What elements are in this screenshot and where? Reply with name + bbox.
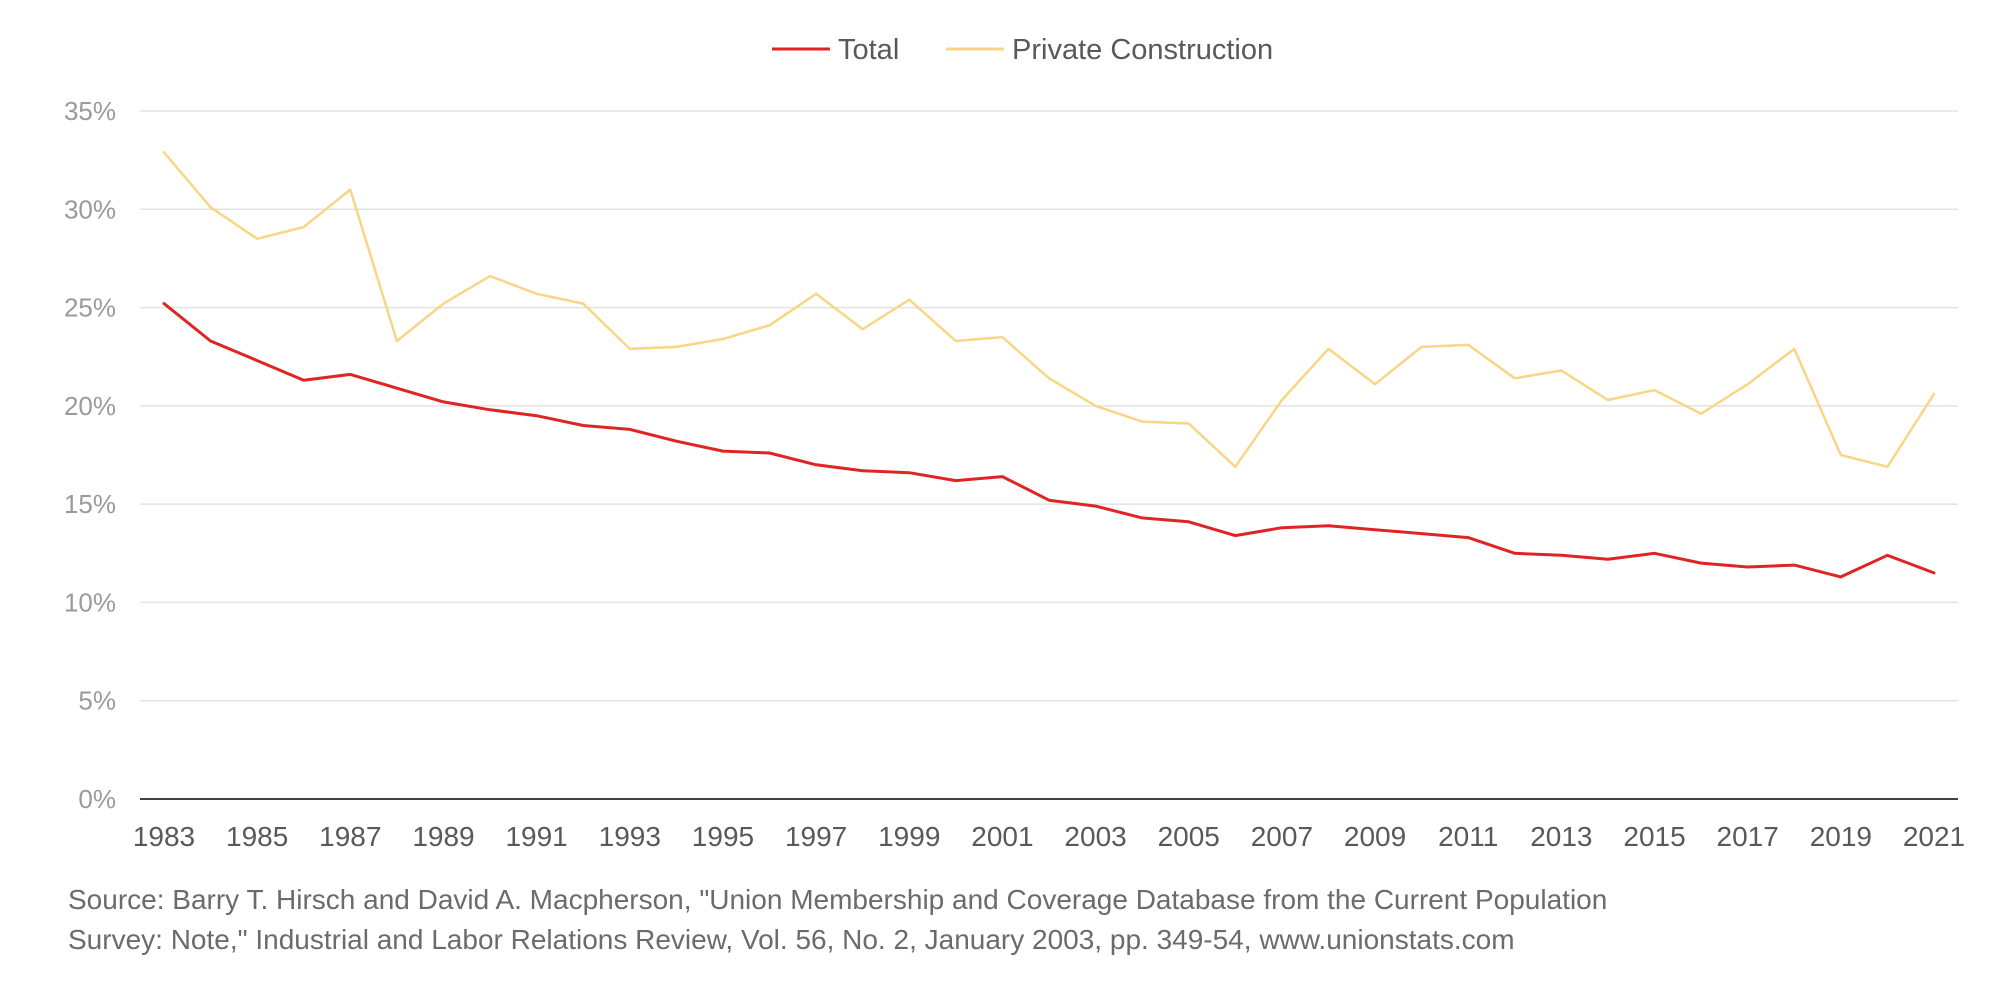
x-tick-label: 2013 [1530,821,1592,852]
x-axis: 1983 1985 1987 1989 1991 1993 1995 1997 1999 2001… [133,798,1965,852]
x-tick-label: 2005 [1158,821,1220,852]
x-tick-label: 2001 [971,821,1033,852]
series-line-private-construction [162,151,1936,469]
gridlines [140,110,1958,702]
x-tick-label: 2011 [1438,821,1498,852]
x-tick-label: 2021 [1903,821,1965,852]
x-tick-label: 1989 [412,821,474,852]
x-tick-label: 2017 [1717,821,1779,852]
series-line-total [162,302,1936,579]
y-tick-label: 10% [64,587,116,617]
x-tick-label: 1995 [692,821,754,852]
x-tick-label: 1985 [226,821,288,852]
x-tick-label: 1999 [878,821,940,852]
x-tick-label: 2019 [1810,821,1872,852]
y-tick-label: 30% [64,194,116,224]
y-axis-ticks: 0% 5% 10% 15% 20% 25% 30% 35% [64,96,116,814]
x-tick-label: 2009 [1344,821,1406,852]
y-tick-label: 15% [64,489,116,519]
x-tick-label: 1997 [785,821,847,852]
x-tick-label: 1987 [319,821,381,852]
x-tick-label: 2007 [1251,821,1313,852]
y-tick-label: 20% [64,391,116,421]
y-tick-label: 35% [64,96,116,126]
source-note: Source: Barry T. Hirsch and David A. Mac… [68,880,1968,960]
y-tick-label: 25% [64,293,116,323]
series-lines [162,151,1936,579]
x-tick-label: 1993 [599,821,661,852]
legend-label-private-construction: Private Construction [1012,34,1273,66]
x-tick-label: 2015 [1623,821,1685,852]
x-tick-label: 2003 [1064,821,1126,852]
x-tick-label: 1983 [133,821,195,852]
y-tick-label: 5% [78,686,116,716]
legend: Total Private Construction [772,34,1273,66]
y-tick-label: 0% [78,784,116,814]
legend-label-total: Total [838,34,899,66]
source-line-2: Survey: Note," Industrial and Labor Rela… [68,924,1515,955]
source-line-1: Source: Barry T. Hirsch and David A. Mac… [68,884,1608,915]
x-tick-label: 1991 [505,821,567,852]
